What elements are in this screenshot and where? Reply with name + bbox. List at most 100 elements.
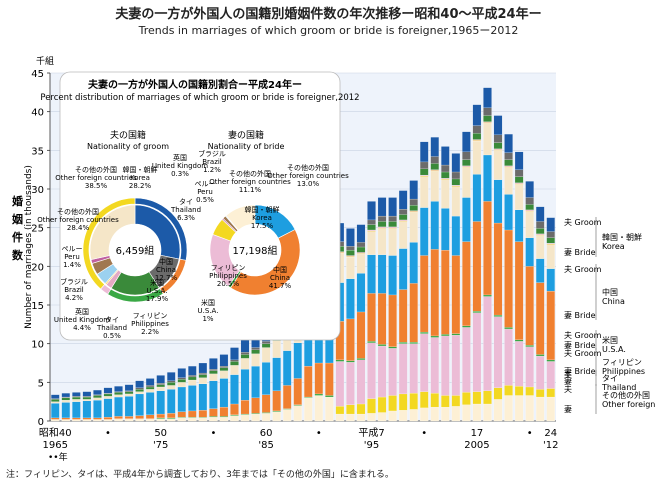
bar-segment (546, 290, 555, 361)
y-tick-label: 35 (31, 146, 44, 157)
bar-segment (420, 407, 429, 422)
bar-segment (388, 348, 397, 396)
bar-segment (314, 362, 324, 395)
pie-slice-label: Philippines (209, 272, 247, 280)
bar-segment (367, 398, 376, 414)
bar-segment (451, 215, 461, 256)
bar-segment (420, 175, 429, 177)
bar-segment (367, 231, 376, 255)
bar-segment (420, 331, 429, 334)
pie-slice-label: 1.4% (63, 261, 81, 269)
bar-segment (388, 226, 397, 228)
bar-segment (472, 104, 482, 126)
bar-segment (367, 342, 376, 399)
bar-segment (156, 375, 165, 384)
bar-segment (398, 190, 408, 210)
bar-segment (209, 380, 218, 409)
bar-segment (272, 340, 281, 358)
x-tick-label: 平成7 (358, 427, 384, 439)
bar-segment (451, 185, 461, 187)
bar-segment (441, 178, 450, 180)
bar-segment (82, 417, 92, 420)
bar-segment (145, 385, 155, 388)
bar-segment (546, 268, 555, 292)
bar-segment (293, 404, 302, 406)
legend-row-label: 妻 Bride (564, 247, 596, 257)
bar-segment (103, 417, 113, 420)
bar-segment (451, 333, 461, 336)
bar-segment (51, 419, 60, 422)
bar-segment (514, 341, 524, 387)
bar-segment (472, 125, 482, 134)
bar-segment (398, 410, 408, 422)
bar-segment (219, 354, 229, 367)
bar-segment (356, 246, 366, 253)
x-tick-label: • (421, 428, 427, 439)
bar-segment (198, 374, 208, 378)
pie-slice-label: China (270, 274, 290, 282)
bar-segment (188, 365, 197, 376)
pie-slice-label: 0.3% (171, 170, 189, 178)
bar-segment (525, 210, 534, 212)
bar-segment (546, 243, 555, 245)
bar-segment (167, 417, 176, 419)
pie-slice-label: Philippines (131, 320, 169, 328)
bar-segment (51, 401, 60, 404)
bar-segment (472, 312, 482, 392)
bar-segment (451, 178, 461, 186)
bar-segment (167, 413, 176, 419)
bar-segment (367, 229, 376, 231)
bar-segment (314, 395, 324, 422)
bar-segment (61, 419, 71, 422)
bar-segment (93, 395, 102, 398)
bar-segment (398, 393, 408, 411)
bar-segment (504, 327, 513, 330)
bar-segment (493, 149, 503, 151)
bar-segment (209, 417, 218, 422)
bar-segment (103, 419, 113, 422)
bar-segment (504, 165, 513, 167)
pie-slice-label: 38.5% (85, 182, 108, 190)
bar-segment (398, 209, 408, 215)
bar-segment (483, 201, 492, 296)
bar-segment (504, 229, 513, 328)
bar-segment (356, 403, 366, 415)
bar-segment (462, 131, 471, 152)
bar-segment (525, 209, 534, 211)
bar-segment (293, 342, 302, 379)
bar-segment (483, 107, 492, 116)
bar-segment (167, 382, 176, 386)
bar-segment (504, 385, 513, 396)
bar-segment (188, 375, 197, 378)
legend-series-label: 韓国・朝鮮 (602, 232, 642, 242)
pie-hole (109, 224, 161, 276)
bar-segment (430, 337, 439, 394)
bar-segment (441, 395, 450, 408)
bar-segment (483, 403, 492, 422)
bar-segment (525, 237, 534, 267)
bar-segment (156, 383, 165, 385)
inset-title-en: Percent distribution of marriages of whi… (40, 93, 359, 103)
x-tick-label: '95 (364, 440, 379, 451)
bar-segment (346, 249, 355, 256)
bar-segment (462, 167, 471, 198)
bar-segment (51, 403, 60, 419)
bar-segment (346, 362, 355, 405)
bar-segment (472, 403, 482, 422)
y-tick-label: 30 (31, 185, 44, 196)
legend-row-label: 夫 Groom (564, 348, 602, 358)
bar-segment (483, 390, 492, 405)
bar-segment (388, 395, 397, 412)
pie-slice-label: United Kingdom (152, 162, 208, 170)
bar-segment (367, 293, 376, 342)
bar-segment (462, 151, 471, 160)
bar-segment (198, 372, 208, 375)
bar-segment (525, 197, 534, 205)
bar-segment (472, 174, 482, 222)
bar-segment (325, 396, 334, 422)
x-tick-label: • (316, 428, 322, 439)
legend-row-label: 妻 Bride (564, 310, 596, 320)
bar-segment (356, 273, 366, 313)
pie-slice-label: 2.2% (141, 328, 159, 336)
